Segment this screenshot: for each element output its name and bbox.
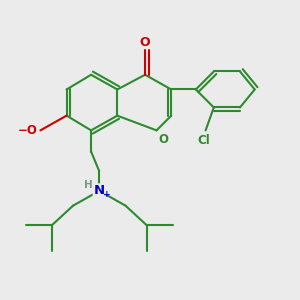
Text: Cl: Cl [198,134,210,147]
Text: H: H [84,180,93,190]
Text: O: O [140,36,150,49]
Text: N: N [94,184,105,197]
Text: −O: −O [18,124,38,137]
Text: O: O [158,133,168,146]
Text: +: + [103,190,110,199]
